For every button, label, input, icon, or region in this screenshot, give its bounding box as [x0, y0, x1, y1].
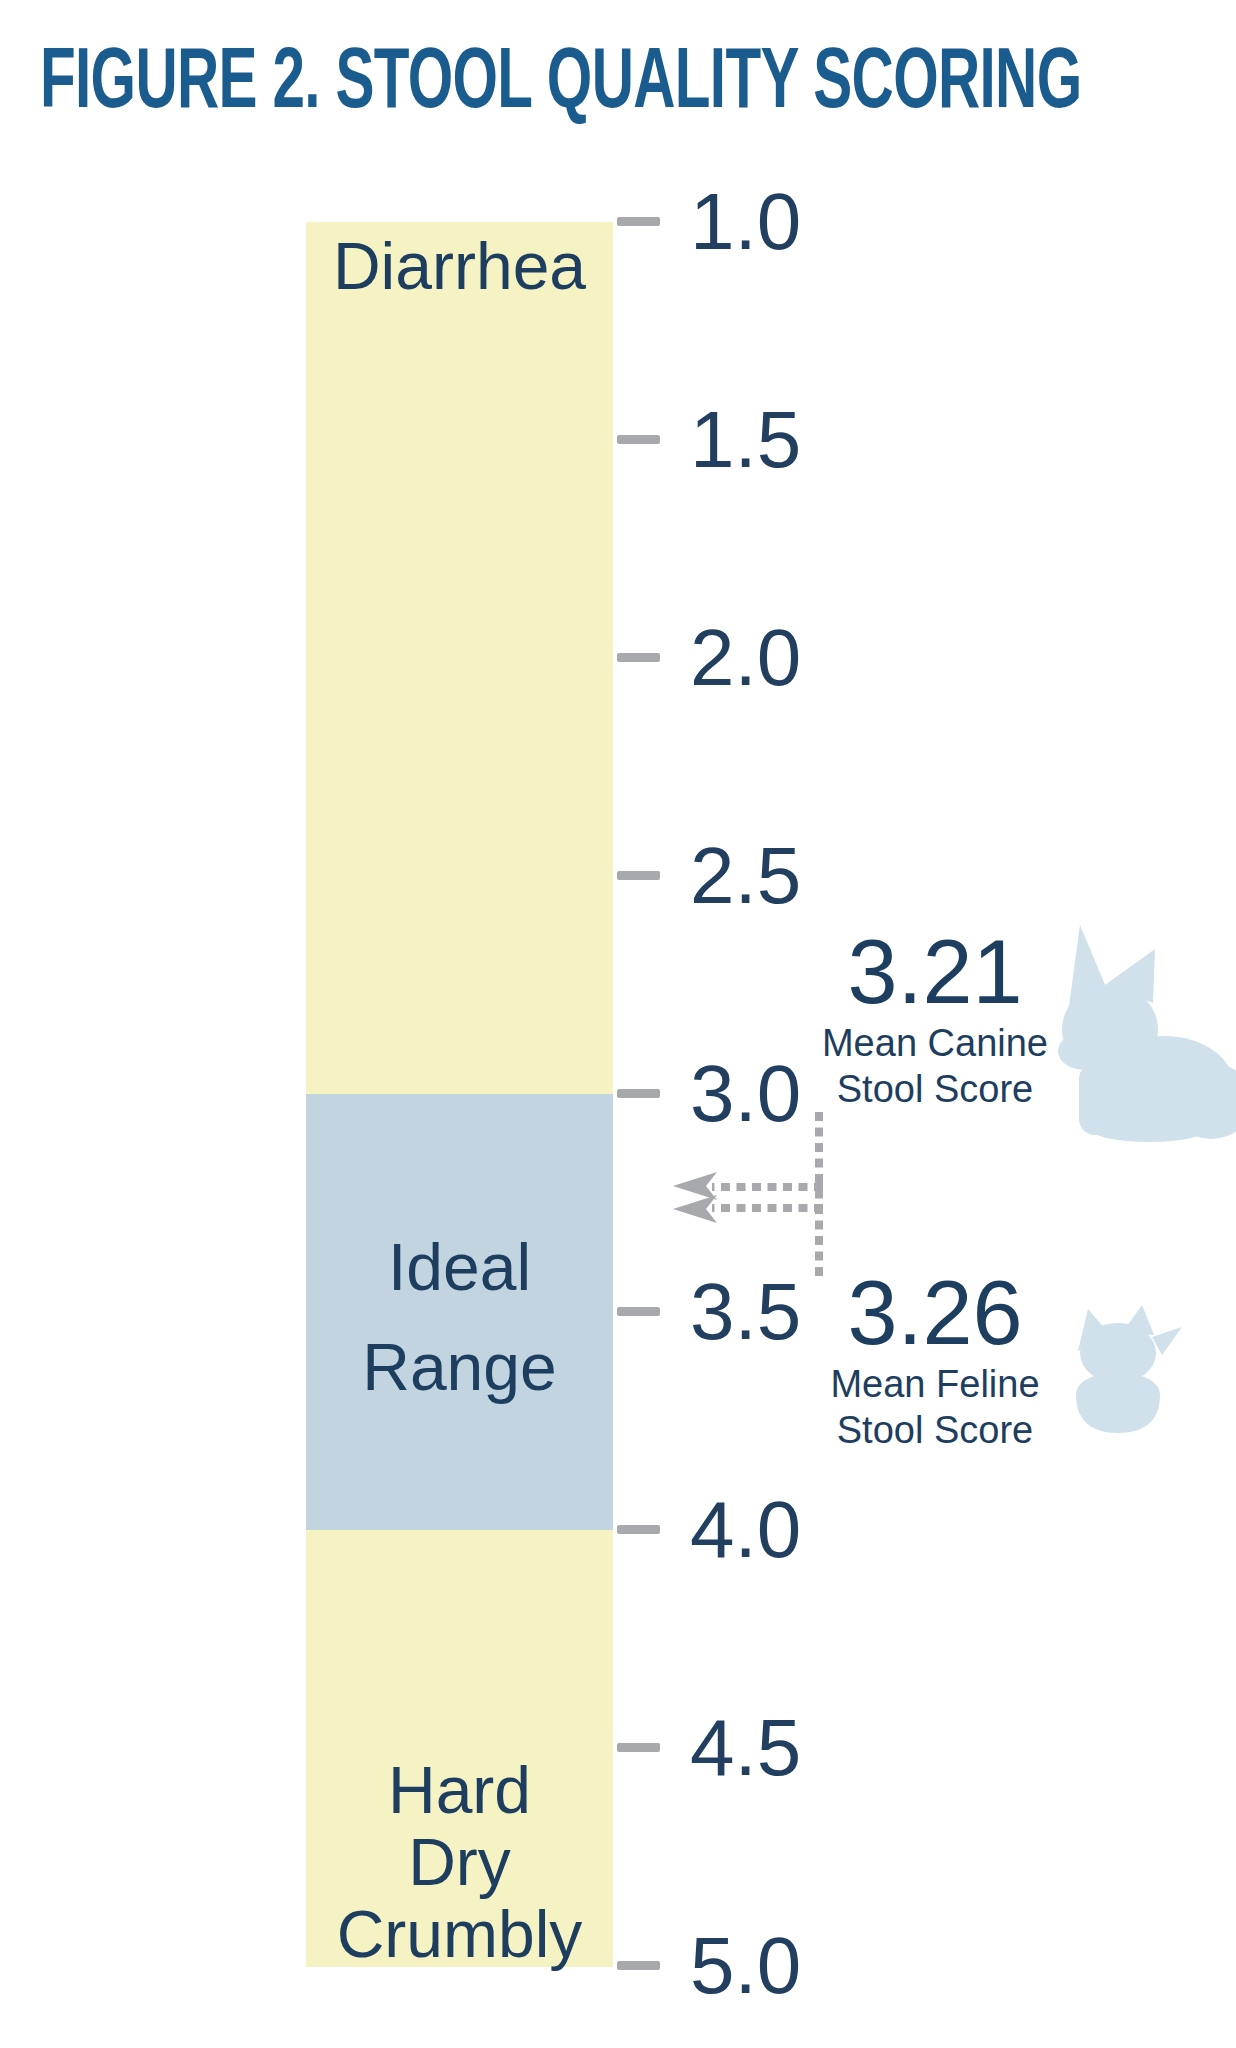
arrow-left-feline-icon: [673, 1195, 717, 1223]
zone-ideal-range-label: Ideal Range: [306, 1217, 613, 1417]
zone-hard-label-line-3: Crumbly: [306, 1898, 613, 1970]
zone-ideal-label-line-2: Range: [306, 1317, 613, 1417]
canine-caption-line-2: Stool Score: [795, 1066, 1075, 1112]
tick-mark-1-0: [617, 217, 660, 226]
tick-label-1-5: 1.5: [690, 395, 890, 485]
tick-mark-2-5: [617, 871, 660, 880]
tick-label-5-0: 5.0: [690, 1921, 890, 2011]
tick-mark-4-0: [617, 1525, 660, 1534]
dog-icon: [1053, 923, 1236, 1143]
tick-mark-2-0: [617, 653, 660, 662]
tick-mark-3-5: [617, 1307, 660, 1316]
feline-caption-line-2: Stool Score: [795, 1407, 1075, 1453]
tick-mark-3-0: [617, 1089, 660, 1098]
tick-label-1-0: 1.0: [690, 177, 890, 267]
tick-label-4-5: 4.5: [690, 1703, 890, 1793]
cat-icon: [1068, 1303, 1186, 1435]
figure-stool-quality-scoring: FIGURE 2. STOOL QUALITY SCORING Diarrhea…: [0, 0, 1236, 2048]
zone-diarrhea-label-line: Diarrhea: [333, 229, 586, 303]
canine-score-value: 3.21: [795, 925, 1075, 1020]
tick-mark-5-0: [617, 1961, 660, 1970]
tick-mark-1-5: [617, 435, 660, 444]
zone-hard-label-line-1: Hard: [306, 1754, 613, 1826]
zone-hard-label-line-2: Dry: [306, 1826, 613, 1898]
tick-label-4-0: 4.0: [690, 1485, 890, 1575]
figure-title: FIGURE 2. STOOL QUALITY SCORING: [40, 28, 1081, 127]
canine-marker: 3.21 Mean Canine Stool Score: [795, 925, 1075, 1112]
zone-ideal-label-line-1: Ideal: [306, 1217, 613, 1317]
feline-caption-line-1: Mean Feline: [795, 1361, 1075, 1407]
feline-marker: 3.26 Mean Feline Stool Score: [795, 1266, 1075, 1453]
feline-score-value: 3.26: [795, 1266, 1075, 1361]
zone-diarrhea-rect: [306, 222, 613, 1094]
zone-diarrhea-label: Diarrhea: [306, 230, 613, 302]
tick-label-2-0: 2.0: [690, 613, 890, 703]
tick-mark-4-5: [617, 1743, 660, 1752]
arrow-left-canine-icon: [673, 1172, 717, 1200]
zone-hard-dry-crumbly-label: Hard Dry Crumbly: [306, 1754, 613, 1970]
tick-label-2-5: 2.5: [690, 831, 890, 921]
canine-caption-line-1: Mean Canine: [795, 1020, 1075, 1066]
